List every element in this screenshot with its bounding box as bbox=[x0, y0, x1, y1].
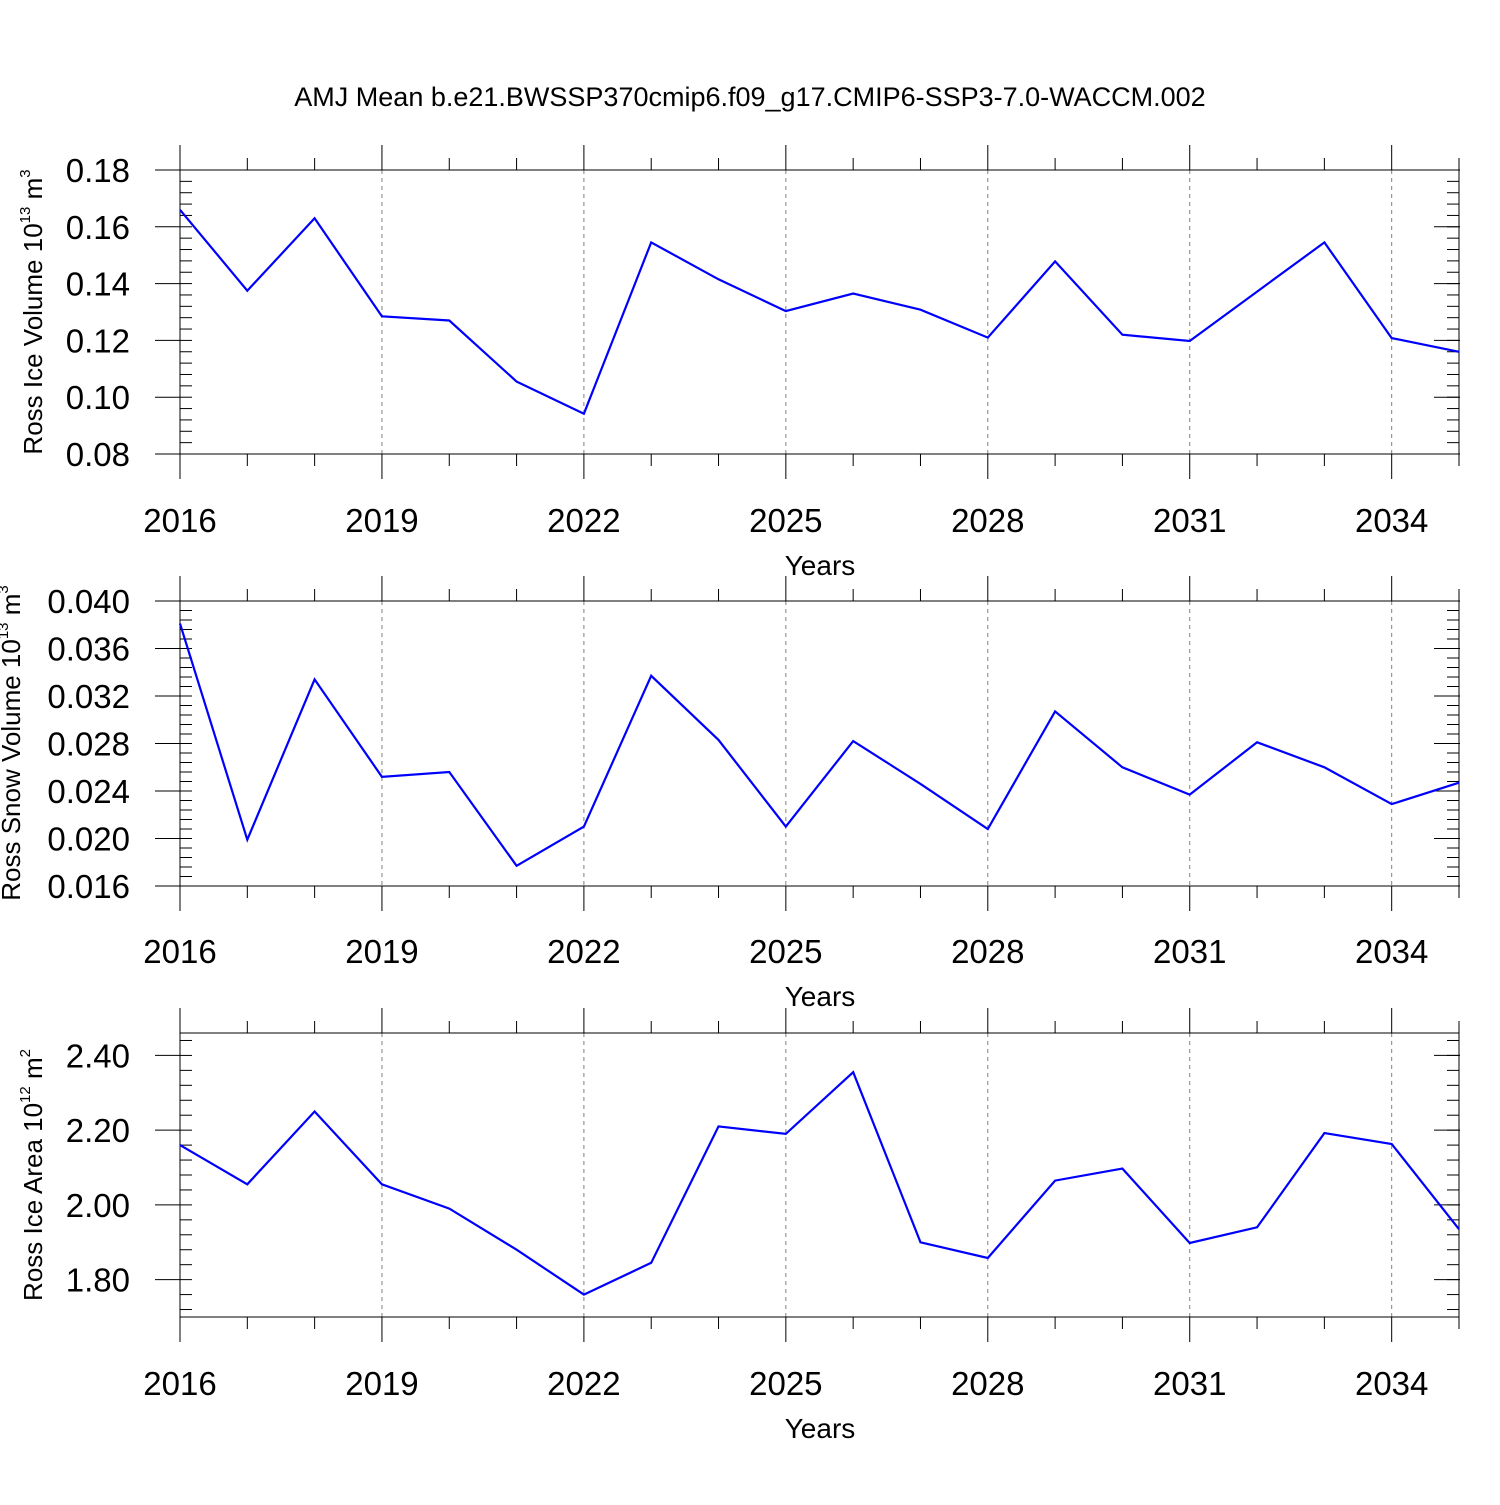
y-tick-label: 0.020 bbox=[47, 821, 130, 858]
x-tick-label: 2031 bbox=[1153, 502, 1226, 539]
y-axis-label: Ross Ice Area 1012 m2 bbox=[17, 1049, 48, 1301]
y-tick-label: 0.040 bbox=[47, 583, 130, 620]
y-tick-label: 0.14 bbox=[66, 266, 130, 303]
x-tick-label: 2019 bbox=[345, 933, 418, 970]
series-line-1 bbox=[180, 210, 1459, 414]
x-tick-label: 2019 bbox=[345, 1365, 418, 1402]
x-axis-label: Years bbox=[785, 1413, 856, 1444]
x-axis-label: Years bbox=[785, 981, 856, 1012]
x-tick-label: 2034 bbox=[1355, 1365, 1428, 1402]
y-tick-label: 0.16 bbox=[66, 209, 130, 246]
y-tick-label: 2.40 bbox=[66, 1037, 130, 1074]
x-tick-label: 2016 bbox=[143, 1365, 216, 1402]
y-tick-label: 0.028 bbox=[47, 726, 130, 763]
x-tick-label: 2028 bbox=[951, 1365, 1024, 1402]
x-tick-label: 2031 bbox=[1153, 933, 1226, 970]
x-tick-label: 2022 bbox=[547, 1365, 620, 1402]
chart-panel-2: 0.016 0.020 0.024 0.028 0.032 0.036 0.040 2016 2… bbox=[0, 576, 1460, 1012]
chart-title: AMJ Mean b.e21.BWSSP370cmip6.f09_g17.CMI… bbox=[294, 82, 1205, 112]
x-tick-label: 2019 bbox=[345, 502, 418, 539]
y-axis-label: Ross Ice Volume 1013 m3 bbox=[17, 169, 48, 454]
y-tick-label: 0.016 bbox=[47, 868, 130, 905]
y-tick-label: 2.20 bbox=[66, 1112, 130, 1149]
y-tick-label: 0.12 bbox=[66, 322, 130, 359]
x-tick-label: 2016 bbox=[143, 502, 216, 539]
y-axis-label: Ross Snow Volume 1013 m3 bbox=[0, 585, 26, 901]
y-tick-label: 0.08 bbox=[66, 436, 130, 473]
x-tick-label: 2025 bbox=[749, 933, 822, 970]
x-tick-label: 2025 bbox=[749, 1365, 822, 1402]
x-tick-label: 2028 bbox=[951, 502, 1024, 539]
x-tick-label: 2034 bbox=[1355, 502, 1428, 539]
y-tick-label: 0.024 bbox=[47, 773, 130, 810]
series-line-3 bbox=[180, 1072, 1459, 1294]
x-tick-label: 2031 bbox=[1153, 1365, 1226, 1402]
x-tick-label: 2022 bbox=[547, 933, 620, 970]
chart-panel-3: 1.80 2.00 2.20 2.40 2016 2019 2022 2025 2028 2031… bbox=[17, 1008, 1460, 1444]
y-tick-label: 0.10 bbox=[66, 379, 130, 416]
x-tick-label: 2034 bbox=[1355, 933, 1428, 970]
series-line-2 bbox=[180, 624, 1459, 866]
chart-panel-1: 0.08 0.10 0.12 0.14 0.16 0.18 2016 2019 2022 2025… bbox=[17, 145, 1460, 581]
x-tick-label: 2025 bbox=[749, 502, 822, 539]
y-tick-label: 2.00 bbox=[66, 1187, 130, 1224]
plot-frame bbox=[180, 601, 1459, 886]
y-tick-label: 0.18 bbox=[66, 152, 130, 189]
plot-frame bbox=[180, 170, 1459, 454]
y-tick-label: 0.032 bbox=[47, 678, 130, 715]
x-tick-label: 2022 bbox=[547, 502, 620, 539]
x-tick-label: 2016 bbox=[143, 933, 216, 970]
y-tick-label: 1.80 bbox=[66, 1262, 130, 1299]
x-tick-label: 2028 bbox=[951, 933, 1024, 970]
x-axis-label: Years bbox=[785, 550, 856, 581]
y-tick-label: 0.036 bbox=[47, 631, 130, 668]
